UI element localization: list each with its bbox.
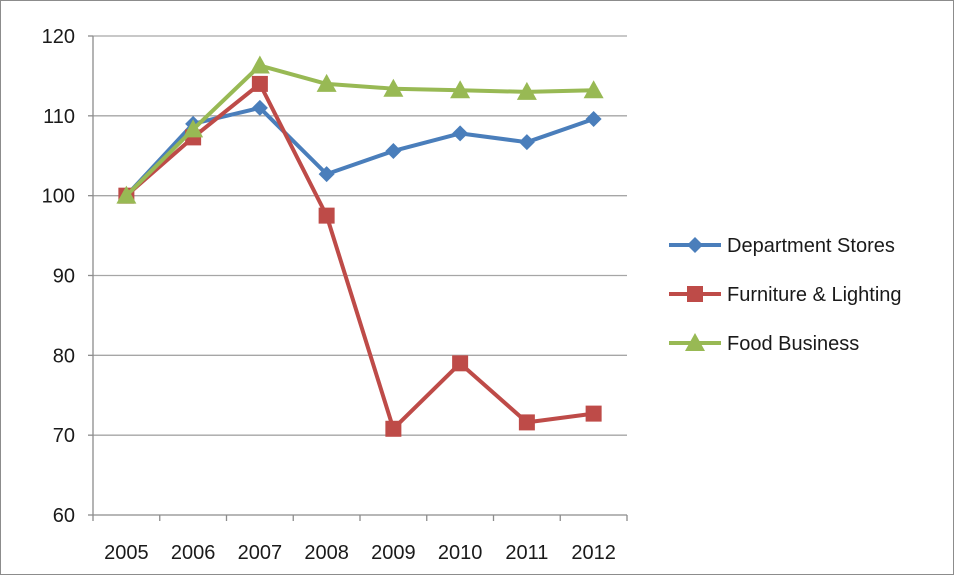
legend-label: Department Stores <box>727 235 895 257</box>
data-point-furniture-lighting <box>251 75 268 92</box>
legend-marker <box>687 286 703 302</box>
data-point-furniture-lighting <box>318 207 335 224</box>
data-point-furniture-lighting <box>585 405 602 422</box>
legend-marker <box>685 333 705 351</box>
data-point-department-stores <box>318 166 335 183</box>
y-tick-label: 120 <box>42 26 75 48</box>
data-point-department-stores <box>452 125 469 142</box>
gridlines <box>93 35 627 436</box>
x-tick-label: 2005 <box>104 542 149 564</box>
legend-item-department-stores: Department Stores <box>669 235 895 257</box>
legend: Department Stores Furniture & Lighting Foo… <box>669 235 902 355</box>
series-food-business <box>116 55 604 204</box>
data-point-department-stores <box>518 134 535 151</box>
data-point-furniture-lighting <box>452 355 469 372</box>
series-lines <box>116 55 604 437</box>
x-tick-label: 2007 <box>238 542 283 564</box>
y-tick-label: 70 <box>53 425 75 447</box>
data-point-department-stores <box>251 99 268 116</box>
y-tick-label: 110 <box>43 106 75 128</box>
x-tick-label: 2006 <box>171 542 216 564</box>
series-line-food-business <box>124 63 596 198</box>
x-tick-label: 2011 <box>505 542 548 564</box>
data-point-food-business <box>316 73 337 92</box>
data-point-department-stores <box>385 142 402 159</box>
legend-item-furniture-lighting: Furniture & Lighting <box>669 284 902 306</box>
data-point-food-business <box>383 78 404 97</box>
y-tick-label: 60 <box>53 505 75 527</box>
x-tick-label: 2008 <box>304 542 349 564</box>
axes <box>88 35 628 521</box>
legend-item-food-business: Food Business <box>669 333 859 355</box>
data-point-food-business <box>450 80 471 99</box>
data-point-department-stores <box>585 111 602 128</box>
x-tick-label: 2010 <box>438 542 483 564</box>
data-point-food-business <box>116 185 137 204</box>
data-point-food-business <box>583 80 604 99</box>
y-tick-label: 100 <box>42 186 75 208</box>
data-point-furniture-lighting <box>518 414 535 431</box>
legend-marker <box>687 237 703 253</box>
y-axis-tick-labels: 60 70 80 90 100 110 120 <box>42 26 75 527</box>
data-point-food-business <box>516 81 537 100</box>
x-tick-label: 2012 <box>571 542 616 564</box>
series-line-furniture-lighting <box>124 81 596 431</box>
data-point-food-business <box>183 119 204 138</box>
y-tick-label: 90 <box>53 266 75 288</box>
data-point-food-business <box>249 55 270 74</box>
legend-label: Furniture & Lighting <box>727 284 902 306</box>
x-axis-tick-labels: 2005 2006 2007 2008 2009 2010 2011 2012 <box>104 542 616 564</box>
y-tick-label: 80 <box>53 345 75 367</box>
x-tick-label: 2009 <box>371 542 416 564</box>
data-point-furniture-lighting <box>385 420 402 437</box>
legend-label: Food Business <box>727 333 859 355</box>
